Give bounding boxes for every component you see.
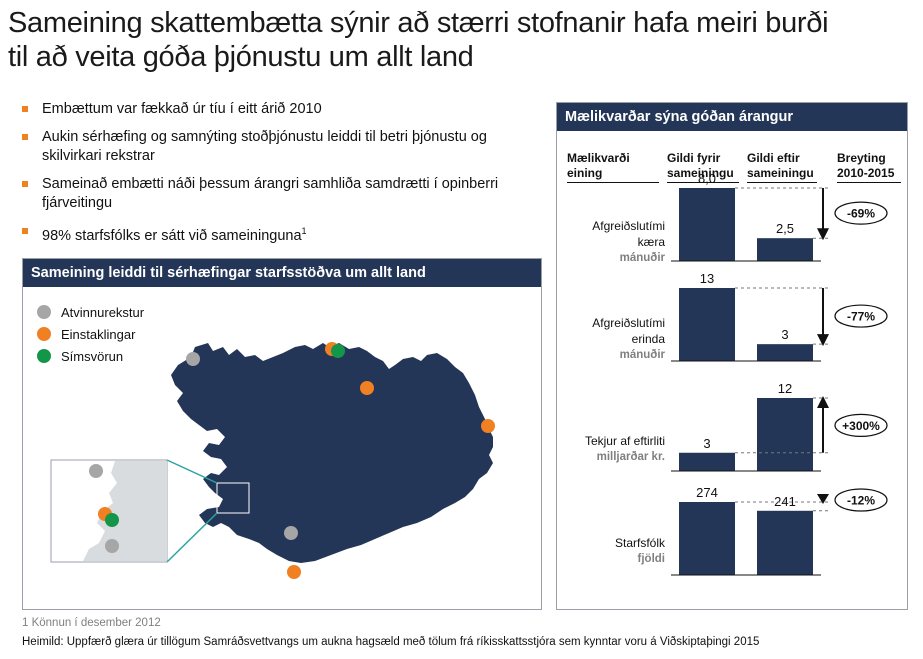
bar-value-label: 274: [696, 485, 718, 500]
bar-value-label: 241: [774, 494, 796, 509]
bar-value-label: 3: [703, 436, 710, 451]
footnote: 1 Könnun í desember 2012: [22, 617, 161, 629]
up-arrow-icon: [817, 396, 829, 408]
bar: [757, 344, 813, 361]
marker-einstaklingar: [287, 565, 301, 579]
col-header-change: Breyting 2010-2015: [837, 151, 901, 183]
page-title-line-1: Sameining skattembætta sýnir að stærri s…: [8, 7, 829, 39]
inset-connector-line: [166, 459, 218, 484]
legend-item-simsvorun: Símsvörun: [37, 345, 144, 367]
bar-value-label: 12: [778, 381, 792, 396]
legend-item-atvinnurekstur: Atvinnurekstur: [37, 301, 144, 323]
green-dot-icon: [37, 349, 51, 363]
bar: [757, 510, 813, 575]
marker-atvinnurekstur: [284, 526, 298, 540]
down-arrow-icon: [817, 228, 829, 241]
change-value-label: +300%: [842, 419, 880, 433]
down-arrow-icon: [817, 334, 829, 347]
bar-value-label: 3: [781, 327, 788, 342]
bar-value-label: 13: [700, 271, 714, 286]
metric-label: Tekjur af eftirliti milljarðar kr.: [584, 434, 665, 463]
col-header-metric: Mælikvarði eining: [567, 151, 659, 183]
iceland-map: [50, 342, 495, 579]
page-title: Sameining skattembætta sýnir að stærri s…: [8, 6, 913, 74]
bullet-square-icon: [22, 181, 28, 187]
bullet-square-icon: [22, 106, 28, 112]
bar: [757, 398, 813, 471]
metrics-chart: 8,0 2,5 -69% 13 3 -77% 3 12 +300% 274 241 -12%: [671, 171, 888, 576]
change-badge: [834, 413, 888, 437]
marker-atvinnurekstur: [89, 464, 103, 478]
change-badge: [834, 488, 888, 512]
map-panel: Sameining leiddi til sérhæfingar starfss…: [22, 258, 542, 610]
marker-atvinnurekstur: [105, 539, 119, 553]
down-arrow-icon: [817, 494, 829, 504]
bar-value-label: 8,0: [698, 171, 716, 186]
gray-dot-icon: [37, 305, 51, 319]
bar: [679, 452, 735, 471]
page-title-line-2: til að veita góða þjónustu um allt land: [8, 41, 474, 73]
bar-value-label: 2,5: [776, 221, 794, 236]
bullet-list: Embættum var fækkað úr tíu í eitt árið 2…: [22, 100, 532, 255]
metric-label: Starfsfólk fjöldi: [614, 536, 665, 565]
bullet-item: Aukin sérhæfing og samnýting stoðþjónust…: [22, 128, 532, 166]
bullet-square-icon: [22, 134, 28, 140]
bullet-square-icon: [22, 228, 28, 234]
marker-einstaklingar: [481, 419, 495, 433]
bullet-item: Embættum var fækkað úr tíu í eitt árið 2…: [22, 100, 532, 119]
bullet-item: Sameinað embætti náði þessum árangri sam…: [22, 175, 532, 213]
metric-label: Afgreiðslutími kæra mánuðir: [592, 219, 665, 264]
orange-dot-icon: [37, 327, 51, 341]
metrics-panel-header: Mælikvarðar sýna góðan árangur: [557, 103, 907, 131]
map-panel-header: Sameining leiddi til sérhæfingar starfss…: [23, 259, 541, 287]
footnote-marker: 1: [301, 226, 307, 236]
bar: [679, 188, 735, 261]
change-value-label: -12%: [847, 494, 875, 508]
change-badge: [834, 304, 888, 328]
col-header-after: Gildi eftir sameiningu: [747, 151, 817, 183]
marker-atvinnurekstur: [186, 352, 200, 366]
metric-label: Afgreiðslutími erinda mánuðir: [592, 316, 665, 361]
bullet-item: 98% starfsfólks er sátt við sameininguna…: [22, 222, 532, 246]
marker-simsvorun: [331, 344, 345, 358]
iceland-landmass: [171, 343, 493, 563]
inset-connector-line: [166, 512, 218, 563]
bar: [757, 238, 813, 261]
metrics-panel: Mælikvarðar sýna góðan árangur Mælikvarð…: [556, 102, 908, 610]
source-note: Heimild: Uppfærð glæra úr tillögum Samrá…: [22, 636, 760, 648]
change-badge: [834, 201, 888, 225]
marker-einstaklingar: [360, 381, 374, 395]
col-header-before: Gildi fyrir sameiningu: [667, 151, 739, 183]
bar: [679, 502, 735, 575]
change-value-label: -69%: [847, 207, 875, 221]
marker-simsvorun: [105, 513, 119, 527]
map-legend: Atvinnurekstur Einstaklingar Símsvörun: [37, 301, 144, 367]
inset-land: [83, 461, 167, 561]
bar: [679, 288, 735, 361]
inset-zoom-frame: [216, 482, 250, 514]
legend-item-einstaklingar: Einstaklingar: [37, 323, 144, 345]
change-value-label: -77%: [847, 310, 875, 324]
